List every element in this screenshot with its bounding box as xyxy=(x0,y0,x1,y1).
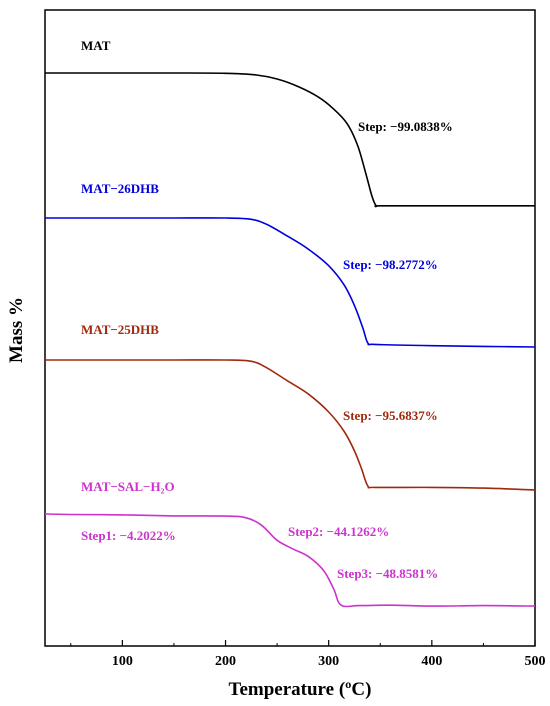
y-axis-title: Mass % xyxy=(6,297,27,363)
step-annotation-3-0: Step1: −4.2022% xyxy=(81,528,176,543)
step-annotation-2-0: Step: −95.6837% xyxy=(343,408,438,423)
series-name-label-1: MAT−26DHB xyxy=(81,181,159,196)
step-annotation-0-0: Step: −99.0838% xyxy=(358,119,453,134)
x-tick-label-0: 100 xyxy=(112,654,133,669)
x-tick-label-1: 200 xyxy=(215,654,236,669)
step-annotation-1-0: Step: −98.2772% xyxy=(343,257,438,272)
x-tick-label-4: 500 xyxy=(525,654,546,669)
series-line-2 xyxy=(45,359,536,491)
plot-frame xyxy=(44,9,536,647)
x-axis-title: Temperature (ºC) xyxy=(229,679,372,700)
series-line-1 xyxy=(45,217,536,348)
series-name-label-2: MAT−25DHB xyxy=(81,322,159,337)
series-line-0 xyxy=(45,72,535,208)
step-annotation-3-2: Step3: −48.8581% xyxy=(337,566,438,581)
x-tick-label-3: 400 xyxy=(421,654,442,669)
series-name-label-0: MAT xyxy=(81,38,111,53)
step-annotation-3-1: Step2: −44.1262% xyxy=(288,524,389,539)
series-name-label-3: MAT−SAL−H₂O xyxy=(81,479,175,494)
series-line-3 xyxy=(44,513,536,608)
x-tick-label-2: 300 xyxy=(318,654,339,669)
